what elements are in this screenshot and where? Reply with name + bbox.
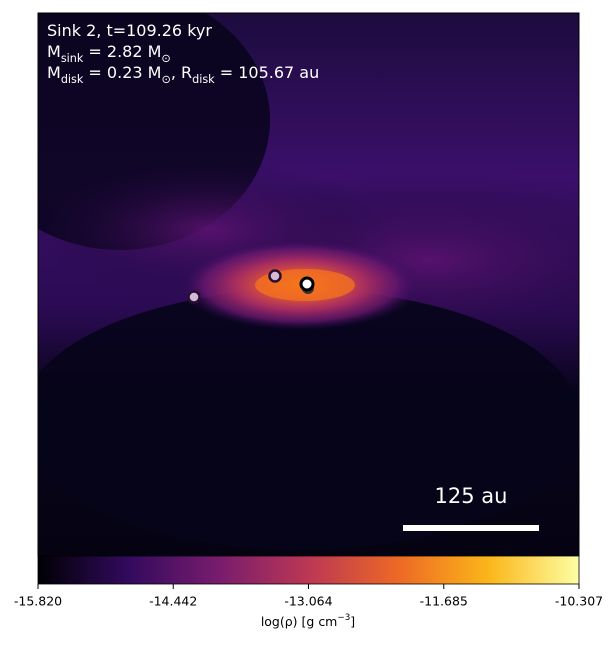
text: = 105.67 au [215,63,320,82]
tick-label: -10.307 [555,594,603,609]
scale-bar-label: 125 au [435,484,508,508]
density-image [38,13,579,556]
annotation-line: Sink 2, t=109.26 kyr [47,21,212,40]
colorbar-label: log(ρ) [g cm−3] [261,613,355,629]
subscript: disk [61,73,84,86]
subscript: ⊙ [161,73,170,86]
subscript: ⊙ [161,52,170,65]
sink [268,269,282,283]
text: log(ρ) [g cm [261,614,338,629]
sink [187,290,201,304]
sinks [187,269,315,304]
text: M [47,42,61,61]
annotation-line: Msink = 2.82 M⊙ [47,42,171,65]
text: = 0.23 M [83,63,161,82]
colorbar-ticks: -15.820 -14.442 -13.064 -11.685 -10.307 [14,584,603,609]
subscript: sink [61,52,84,65]
tick-label: -13.064 [284,594,332,609]
colorbar [37,555,580,585]
text: ] [350,614,355,629]
tick-label: -15.820 [14,594,62,609]
text: = 2.82 M [83,42,161,61]
text: M [47,63,61,82]
text: Sink 2, t=109.26 kyr [47,21,212,40]
superscript: −3 [337,613,350,623]
text: , R [171,63,192,82]
tick-label: -14.442 [149,594,197,609]
tick-label: -11.685 [420,594,468,609]
sink [299,276,315,292]
scale-bar [403,525,539,531]
annotation-line: Mdisk = 0.23 M⊙, Rdisk = 105.67 au [47,63,319,86]
subscript: disk [192,73,215,86]
